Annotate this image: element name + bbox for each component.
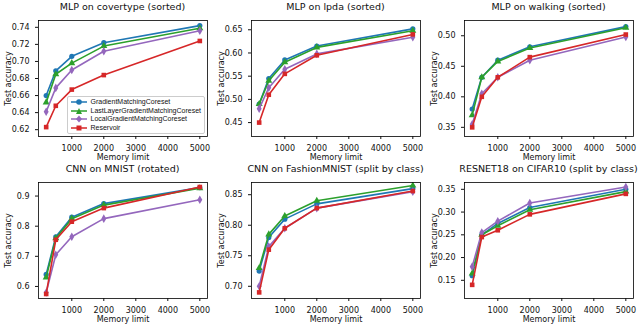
svg-text:0.64: 0.64 (12, 108, 30, 117)
svg-text:3000: 3000 (338, 144, 359, 154)
svg-text:0.72: 0.72 (12, 40, 30, 49)
svg-text:3000: 3000 (551, 144, 572, 154)
svg-text:5000: 5000 (190, 144, 210, 153)
svg-text:4000: 4000 (371, 144, 391, 153)
svg-text:1000: 1000 (488, 144, 508, 153)
svg-text:0.70: 0.70 (225, 282, 243, 291)
svg-text:0.20: 0.20 (438, 253, 456, 262)
svg-text:Memory limit: Memory limit (310, 153, 363, 162)
svg-text:3000: 3000 (125, 306, 146, 316)
html-text:GradientMatchingCoreset: GradientMatchingCoreset (90, 98, 171, 105)
svg-text:4000: 4000 (584, 306, 604, 315)
svg-text:0.7: 0.7 (17, 252, 30, 261)
svg-text:Test accuracy: Test accuracy (217, 51, 226, 107)
svg-text:1000: 1000 (62, 306, 82, 315)
html-text:MLP on covertype (sorted): MLP on covertype (sorted) (59, 1, 186, 12)
svg-text:0.35: 0.35 (438, 185, 456, 194)
html-text:RESNET18 on CIFAR10 (split by: RESNET18 on CIFAR10 (split by class) (459, 163, 638, 174)
svg-text:Test accuracy: Test accuracy (4, 213, 13, 269)
svg-text:0.6: 0.6 (17, 282, 30, 291)
svg-text:2000: 2000 (519, 306, 540, 316)
svg-text:3000: 3000 (338, 306, 359, 316)
svg-text:5000: 5000 (403, 306, 423, 315)
svg-text:0.70: 0.70 (12, 57, 30, 66)
svg-text:2000: 2000 (93, 306, 114, 316)
svg-text:Test accuracy: Test accuracy (430, 51, 439, 107)
svg-text:4000: 4000 (584, 144, 604, 153)
svg-text:0.55: 0.55 (225, 72, 243, 81)
svg-text:5000: 5000 (616, 144, 636, 153)
svg-text:1000: 1000 (275, 306, 295, 315)
svg-text:0.9: 0.9 (17, 192, 30, 201)
svg-text:3000: 3000 (551, 306, 572, 316)
svg-text:0.60: 0.60 (225, 49, 243, 58)
html-text:CNN on MNIST (rotated): CNN on MNIST (rotated) (65, 163, 180, 174)
svg-text:0.62: 0.62 (12, 125, 30, 134)
html-text:CNN on FashionMNIST (split by: CNN on FashionMNIST (split by class) (247, 163, 424, 174)
svg-text:Test accuracy: Test accuracy (217, 213, 226, 269)
svg-text:4000: 4000 (371, 306, 391, 315)
svg-text:Memory limit: Memory limit (523, 315, 576, 324)
svg-text:4000: 4000 (158, 306, 178, 315)
svg-text:Memory limit: Memory limit (97, 153, 150, 162)
svg-text:0.30: 0.30 (438, 208, 456, 217)
svg-text:0.85: 0.85 (225, 190, 243, 199)
svg-text:0.65: 0.65 (225, 25, 243, 34)
svg-text:5000: 5000 (616, 306, 636, 315)
svg-text:2000: 2000 (306, 306, 327, 316)
svg-text:0.80: 0.80 (225, 221, 243, 230)
svg-text:0.75: 0.75 (225, 251, 243, 260)
svg-text:0.15: 0.15 (438, 276, 456, 285)
svg-text:Memory limit: Memory limit (310, 315, 363, 324)
svg-text:2000: 2000 (519, 144, 540, 154)
svg-text:2000: 2000 (306, 144, 327, 154)
svg-text:Memory limit: Memory limit (523, 153, 576, 162)
svg-text:0.66: 0.66 (12, 91, 30, 100)
svg-text:1000: 1000 (488, 306, 508, 315)
svg-text:0.8: 0.8 (17, 222, 30, 231)
html-text:LocalGradientMatchingCoreset: LocalGradientMatchingCoreset (90, 115, 187, 122)
svg-text:5000: 5000 (190, 306, 210, 315)
svg-text:0.45: 0.45 (438, 62, 456, 71)
svg-text:Test accuracy: Test accuracy (430, 213, 439, 269)
svg-text:0.68: 0.68 (12, 74, 30, 83)
svg-text:0.50: 0.50 (225, 95, 243, 104)
html-text:LastLayerGradientMatchingCores: LastLayerGradientMatchingCoreset (90, 106, 201, 114)
html-text:MLP on lpda (sorted): MLP on lpda (sorted) (286, 1, 385, 12)
svg-text:3000: 3000 (125, 144, 146, 154)
svg-text:Memory limit: Memory limit (97, 315, 150, 324)
svg-text:0.40: 0.40 (438, 92, 456, 101)
svg-text:0.50: 0.50 (438, 31, 456, 40)
svg-text:5000: 5000 (403, 144, 423, 153)
svg-text:0.35: 0.35 (438, 123, 456, 132)
html-text:MLP on walking (sorted): MLP on walking (sorted) (491, 1, 606, 12)
svg-text:2000: 2000 (93, 144, 114, 154)
svg-text:1000: 1000 (62, 144, 82, 153)
svg-text:4000: 4000 (158, 144, 178, 153)
svg-text:1000: 1000 (275, 144, 295, 153)
svg-text:Test accuracy: Test accuracy (4, 51, 13, 107)
svg-text:0.45: 0.45 (225, 118, 243, 127)
svg-text:0.25: 0.25 (438, 230, 456, 239)
svg-text:0.74: 0.74 (12, 23, 30, 32)
html-text:Reservoir: Reservoir (90, 123, 121, 131)
